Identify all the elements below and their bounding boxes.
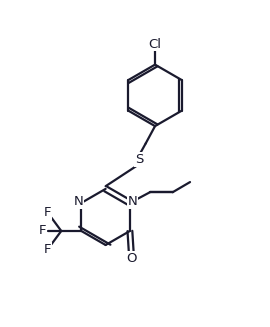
- Text: F: F: [39, 224, 46, 237]
- Text: F: F: [44, 243, 52, 256]
- Text: N: N: [74, 195, 83, 208]
- Text: S: S: [135, 153, 143, 166]
- Text: Cl: Cl: [148, 38, 161, 51]
- Text: N: N: [128, 195, 137, 208]
- Text: F: F: [44, 206, 52, 219]
- Text: O: O: [126, 252, 137, 265]
